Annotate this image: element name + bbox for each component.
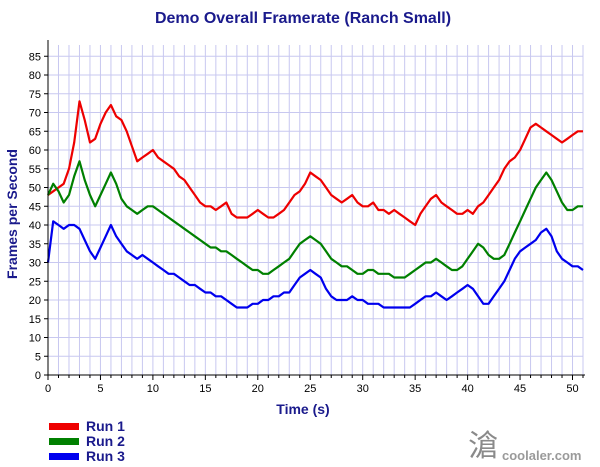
series-line-run-3 — [46, 220, 584, 309]
axes — [44, 40, 585, 380]
y-axis-label: Frames per Second — [4, 149, 20, 279]
x-tick-label: 15 — [199, 383, 211, 395]
y-tick-label: 70 — [29, 108, 41, 120]
y-tick-label: 55 — [29, 164, 41, 176]
y-tick-label: 15 — [29, 314, 41, 326]
y-tick-label: 40 — [29, 220, 41, 232]
y-tick-label: 0 — [35, 370, 41, 382]
grid — [48, 45, 584, 375]
watermark-glyph: 滄 — [468, 429, 498, 464]
legend-label-run-2: Run 2 — [86, 433, 125, 449]
y-tick-label: 60 — [29, 145, 41, 157]
series-line-run-2 — [47, 160, 583, 279]
x-tick-label: 30 — [357, 383, 369, 395]
watermark-text: coolaler.com — [502, 448, 581, 463]
x-tick-label: 20 — [252, 383, 264, 395]
x-tick-label: 10 — [147, 383, 159, 395]
y-tick-label: 10 — [29, 333, 41, 345]
y-tick-label: 50 — [29, 183, 41, 195]
y-tick-label: 80 — [29, 70, 41, 82]
y-tick-label: 20 — [29, 295, 41, 307]
y-tick-label: 30 — [29, 258, 41, 270]
plot-area — [48, 45, 583, 375]
y-tick-label: 65 — [29, 126, 41, 138]
x-tick-label: 0 — [45, 383, 51, 395]
x-tick-label: 50 — [566, 383, 578, 395]
x-tick-label: 45 — [514, 383, 526, 395]
y-tick-label: 35 — [29, 239, 41, 251]
y-tick-label: 45 — [29, 201, 41, 213]
x-tick-labels: 0 5 10 15 20 25 30 35 40 45 50 — [45, 383, 579, 395]
x-tick-label: 25 — [304, 383, 316, 395]
legend-swatch-run-1 — [49, 423, 79, 430]
x-tick-label: 40 — [461, 383, 473, 395]
y-tick-label: 85 — [29, 51, 41, 63]
x-axis-label: Time (s) — [276, 401, 329, 417]
legend-label-run-1: Run 1 — [86, 418, 125, 434]
legend-swatch-run-2 — [49, 438, 79, 445]
y-tick-label: 5 — [35, 351, 41, 363]
legend-swatch-run-3 — [49, 453, 79, 460]
series-line-run-1 — [47, 100, 583, 227]
y-tick-label: 75 — [29, 89, 41, 101]
x-tick-label: 5 — [97, 383, 103, 395]
series-layer — [46, 100, 584, 309]
legend-label-run-3: Run 3 — [86, 448, 125, 464]
chart-title: Demo Overall Framerate (Ranch Small) — [155, 10, 451, 27]
x-tick-label: 35 — [409, 383, 421, 395]
y-tick-labels: 0 5 10 15 20 25 30 35 40 45 50 55 60 65 70 75 80 85 — [29, 51, 41, 382]
y-tick-label: 25 — [29, 276, 41, 288]
watermark: 滄 coolaler.com — [468, 429, 581, 464]
